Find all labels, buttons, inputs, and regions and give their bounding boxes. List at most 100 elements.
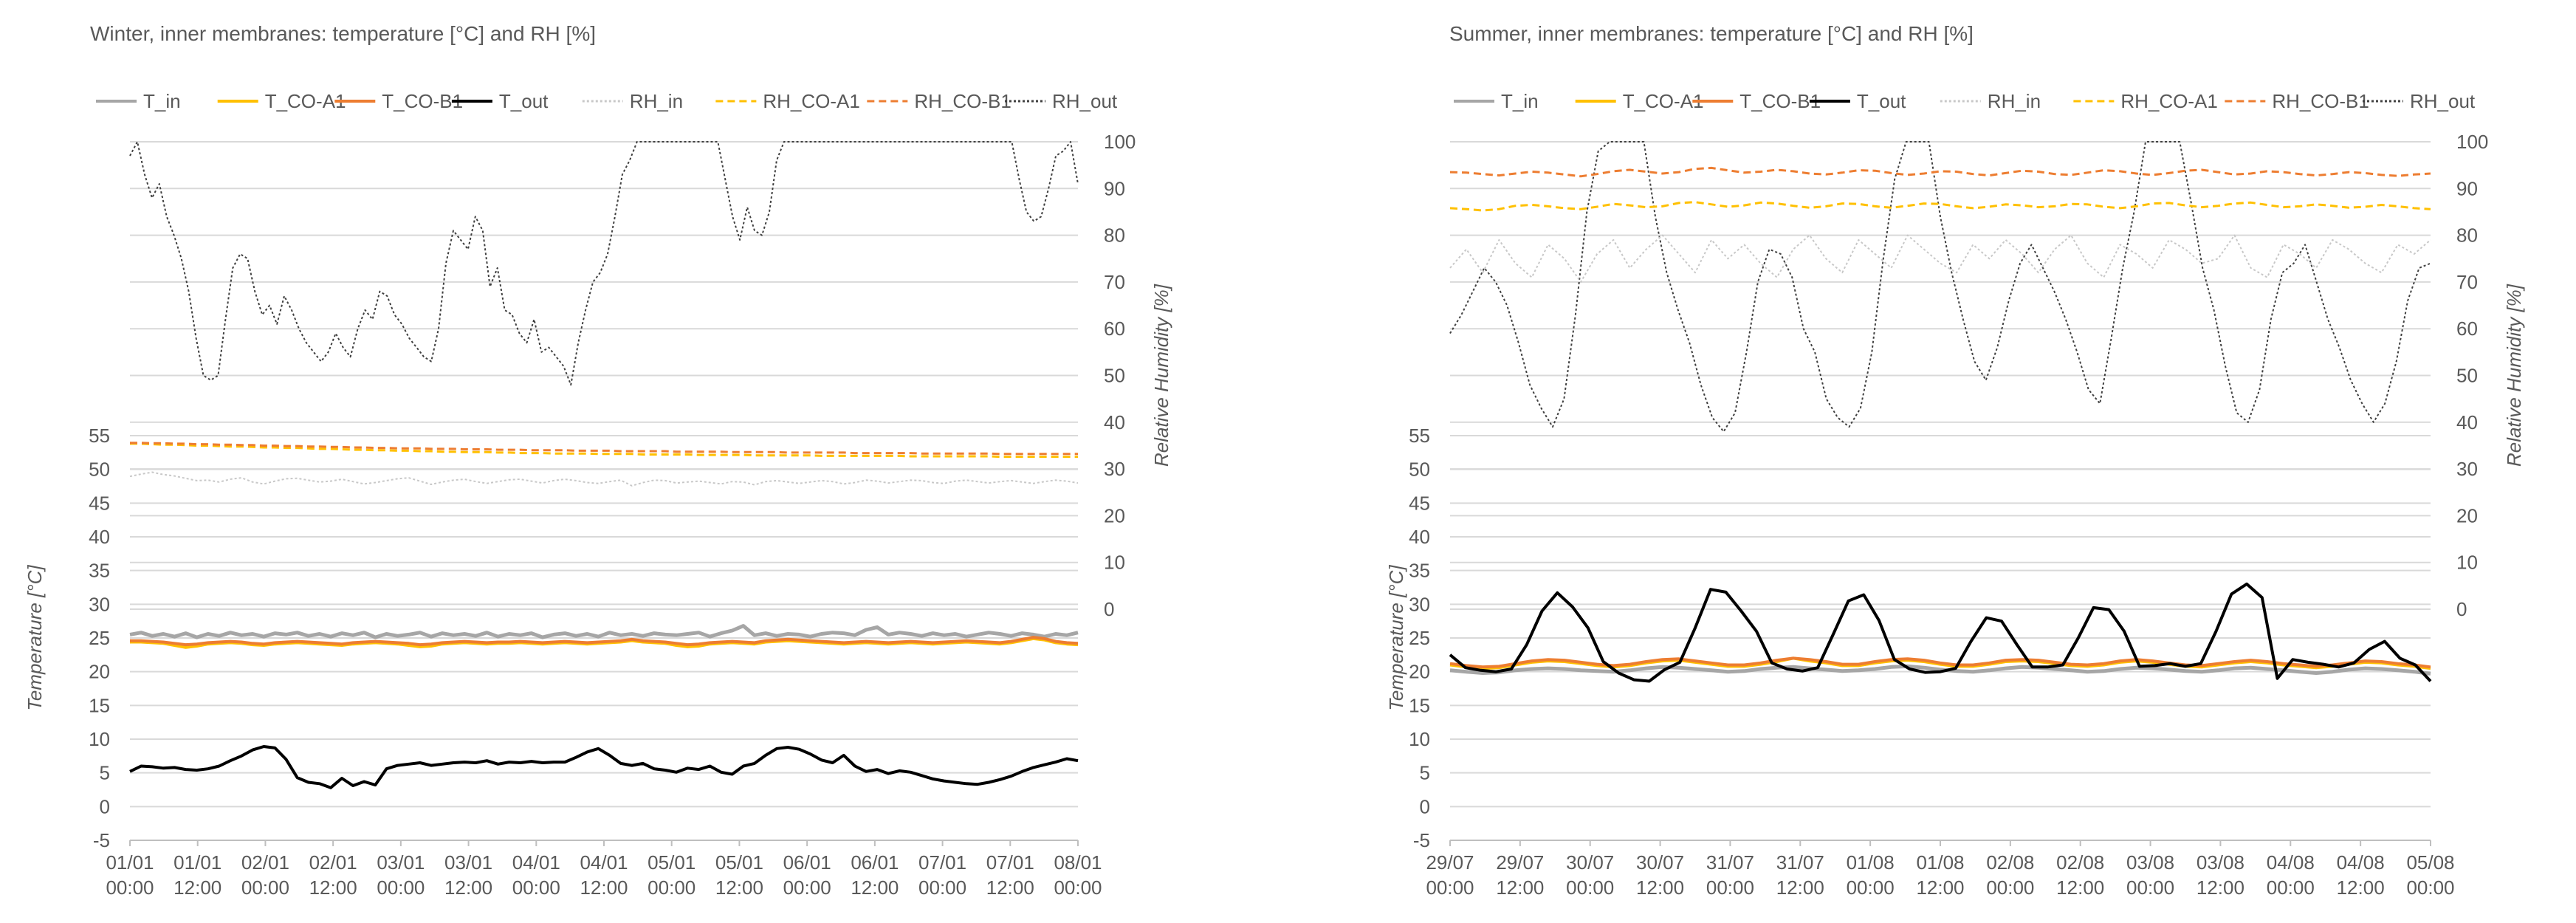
summer-chart-svg: -5 0 5 10 15 20 25 30 35 40 45 50 55 0 10 20 30 40 50 60 70 8… — [1385, 90, 2525, 899]
y-left-tick-label: 40 — [1409, 526, 1430, 548]
x-tick-label-time: 00:00 — [106, 876, 154, 899]
x-tick-label-date: 01/08 — [1916, 851, 1964, 874]
summer-chart-panel: Summer, inner membranes: temperature [°C… — [1288, 0, 2575, 923]
y-right-tick-label: 100 — [1104, 131, 1136, 153]
y-left-tick-label: -5 — [1413, 829, 1430, 851]
y-left-tick-label: 5 — [100, 762, 110, 784]
y-right-tick-label: 40 — [2456, 411, 2478, 433]
y-left-tick-label: 40 — [89, 526, 110, 548]
series-lines — [1449, 141, 2432, 683]
legend-label: RH_in — [1988, 90, 2041, 112]
x-tick-label-time: 00:00 — [918, 876, 966, 899]
y-right-tick-label: 50 — [2456, 365, 2478, 387]
x-tick-label-date: 02/08 — [2056, 851, 2104, 874]
x-tick-label-date: 03/01 — [444, 851, 492, 874]
x-tick-label-date: 02/01 — [309, 851, 357, 874]
y-left-tick-label: 35 — [89, 560, 110, 582]
series-line-rh-co-a1 — [1449, 201, 2431, 212]
x-tick-label-time: 12:00 — [1776, 876, 1824, 899]
x-tick-label-time: 12:00 — [1916, 876, 1964, 899]
x-tick-label-time: 12:00 — [580, 876, 628, 899]
legend-label: RH_in — [630, 90, 683, 112]
summer-chart-title: Summer, inner membranes: temperature [°C… — [1449, 22, 1974, 45]
x-tick-label-date: 07/01 — [918, 851, 966, 874]
y-left-tick-label: 15 — [89, 694, 110, 716]
legend-label: T_out — [1857, 90, 1906, 112]
x-tick-label-date: 29/07 — [1496, 851, 1544, 874]
series-lines — [129, 141, 1079, 789]
legend-label: RH_CO-A1 — [763, 90, 859, 112]
y-left-axis-title: Temperature [°C] — [1385, 565, 1407, 711]
x-tick-label-time: 12:00 — [1636, 876, 1684, 899]
x-tick-label-time: 00:00 — [648, 876, 695, 899]
x-tick-label-date: 06/01 — [783, 851, 831, 874]
legend-label: T_CO-A1 — [265, 90, 346, 112]
y-right-tick-label: 90 — [2456, 177, 2478, 199]
y-left-tick-label: 30 — [1409, 593, 1430, 615]
series-line-rh-co-a1 — [130, 442, 1078, 459]
x-tick-label-time: 12:00 — [1496, 876, 1544, 899]
x-tick-label-time: 00:00 — [1566, 876, 1614, 899]
series-line-t-co-b1 — [1449, 656, 2431, 669]
y-right-tick-label: 30 — [1104, 458, 1125, 480]
y-left-tick-label: 50 — [89, 459, 110, 481]
y-right-tick-label: 70 — [2456, 271, 2478, 293]
legend-label: RH_out — [1052, 90, 1118, 112]
winter-chart-panel: Winter, inner membranes: temperature [°C… — [24, 22, 1172, 899]
y-right-tick-label: 40 — [1104, 411, 1125, 433]
x-tick-labels: 29/0700:0029/0712:0030/0700:0030/0712:00… — [1426, 840, 2455, 899]
x-tick-label-time: 00:00 — [1847, 876, 1895, 899]
winter-chart-svg: -5 0 5 10 15 20 25 30 35 40 45 50 55 0 10 20 30 40 50 60 70 8… — [24, 90, 1172, 899]
y-right-tick-label: 80 — [1104, 224, 1125, 247]
x-tick-label-date: 04/01 — [580, 851, 628, 874]
y-left-tick-label: 15 — [1409, 694, 1430, 716]
x-tick-label-time: 12:00 — [2197, 876, 2244, 899]
x-tick-label-time: 12:00 — [715, 876, 763, 899]
x-tick-label-time: 00:00 — [2267, 876, 2315, 899]
x-tick-label-time: 12:00 — [2056, 876, 2104, 899]
y-left-axis-title: Temperature [°C] — [24, 565, 46, 711]
legend-label: RH_CO-A1 — [2120, 90, 2217, 112]
y-right-tick-label: 10 — [2456, 552, 2478, 574]
x-tick-label-date: 04/08 — [2337, 851, 2385, 874]
y-left-tick-label: 35 — [1409, 560, 1430, 582]
x-tick-label-date: 06/01 — [851, 851, 899, 874]
x-tick-label-time: 00:00 — [1426, 876, 1474, 899]
y-right-tick-label: 60 — [2456, 318, 2478, 340]
legend-label: T_CO-B1 — [382, 90, 463, 112]
y-right-tick-label: 70 — [1104, 271, 1125, 293]
x-tick-label-date: 05/01 — [648, 851, 695, 874]
x-tick-label-date: 31/07 — [1706, 851, 1754, 874]
x-tick-label-date: 01/08 — [1847, 851, 1895, 874]
series-line-t-in — [129, 624, 1079, 639]
x-tick-label-date: 02/01 — [241, 851, 289, 874]
x-tick-label-date: 04/01 — [512, 851, 560, 874]
y-right-tick-labels: 0 10 20 30 40 50 60 70 80 90 100 — [1104, 131, 1136, 620]
x-tick-label-time: 12:00 — [444, 876, 492, 899]
x-tick-label-date: 05/01 — [715, 851, 763, 874]
y-left-tick-label: 30 — [89, 593, 110, 615]
gridlines — [1450, 141, 2431, 841]
x-tick-label-time: 12:00 — [174, 876, 221, 899]
x-tick-label-date: 30/07 — [1566, 851, 1614, 874]
y-right-tick-label: 80 — [2456, 224, 2478, 247]
y-left-tick-labels: -5 0 5 10 15 20 25 30 35 40 45 50 55 — [1409, 425, 1430, 851]
y-right-tick-label: 20 — [2456, 504, 2478, 526]
y-left-tick-label: 25 — [89, 627, 110, 649]
x-tick-label-date: 01/01 — [174, 851, 221, 874]
y-right-tick-label: 60 — [1104, 318, 1125, 340]
x-tick-label-date: 02/08 — [1986, 851, 2034, 874]
y-right-axis-title: Relative Humidity [%] — [2503, 284, 2525, 467]
y-right-tick-label: 0 — [2456, 598, 2467, 620]
y-right-tick-label: 30 — [2456, 458, 2478, 480]
x-tick-label-date: 03/08 — [2126, 851, 2174, 874]
x-tick-label-date: 03/01 — [377, 851, 425, 874]
y-right-tick-label: 90 — [1104, 177, 1125, 199]
x-tick-labels: 01/0100:0001/0112:0002/0100:0002/0112:00… — [106, 840, 1102, 899]
series-line-t-in — [1449, 664, 2431, 676]
x-tick-label-time: 00:00 — [241, 876, 289, 899]
x-tick-label-time: 00:00 — [1054, 876, 1102, 899]
y-right-tick-label: 0 — [1104, 598, 1114, 620]
y-left-tick-label: 20 — [1409, 661, 1430, 683]
series-line-rh-out — [129, 141, 1079, 386]
